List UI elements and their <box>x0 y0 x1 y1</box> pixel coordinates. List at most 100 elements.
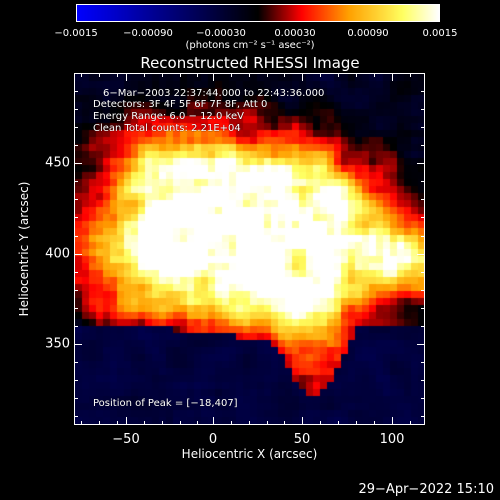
axis-tick <box>99 73 100 77</box>
rhessi-image <box>75 74 424 424</box>
x-tick-label: −50 <box>112 432 140 447</box>
axis-tick <box>74 236 78 237</box>
axis-tick <box>74 272 78 273</box>
axis-tick <box>180 421 181 425</box>
axis-tick <box>421 199 425 200</box>
axis-tick <box>74 326 78 327</box>
axis-tick <box>249 73 250 77</box>
colorbar-units: (photons cm⁻² s⁻¹ asec⁻²) <box>185 40 315 51</box>
peak-position-label: Position of Peak = [−18,407] <box>93 398 238 409</box>
colorbar-tick: −0.00090 <box>123 28 173 39</box>
axis-tick <box>421 308 425 309</box>
axis-tick <box>284 73 285 77</box>
axis-tick <box>74 398 78 399</box>
axis-tick <box>144 421 145 425</box>
axis-tick <box>392 73 393 81</box>
axis-tick <box>213 417 214 425</box>
axis-tick <box>302 417 303 425</box>
axis-tick <box>320 73 321 77</box>
axis-tick <box>421 416 425 417</box>
axis-tick <box>81 73 82 77</box>
y-tick-label: 450 <box>45 155 70 171</box>
axis-tick <box>267 421 268 425</box>
time-range-label: 6−Mar−2003 22:37:44.000 to 22:43:36.000 <box>103 88 325 99</box>
axis-tick <box>126 73 127 81</box>
axis-tick <box>74 109 78 110</box>
clean-counts-label: Clean Total counts: 2.21E+04 <box>93 123 241 134</box>
axis-tick <box>374 421 375 425</box>
axis-tick <box>417 163 425 164</box>
axis-tick <box>421 290 425 291</box>
axis-tick <box>421 362 425 363</box>
axis-tick <box>421 326 425 327</box>
axis-tick <box>421 217 425 218</box>
axis-tick <box>117 73 118 77</box>
axis-tick <box>421 127 425 128</box>
timestamp: 29−Apr−2022 15:10 <box>358 482 495 497</box>
axis-tick <box>74 344 82 345</box>
axis-tick <box>417 254 425 255</box>
x-tick-label: 0 <box>208 432 218 447</box>
axis-tick <box>74 127 78 128</box>
axis-tick <box>74 199 78 200</box>
rhessi-image-panel <box>74 73 425 425</box>
x-tick-label: 100 <box>379 432 405 447</box>
axis-tick <box>421 91 425 92</box>
axis-tick <box>421 236 425 237</box>
axis-tick <box>197 421 198 425</box>
colorbar-tick: −0.00030 <box>196 28 246 39</box>
axis-tick <box>74 91 78 92</box>
axis-tick <box>117 421 118 425</box>
x-axis-label: Heliocentric X (arcsec) <box>181 447 318 461</box>
axis-tick <box>338 73 339 77</box>
axis-tick <box>249 421 250 425</box>
axis-tick <box>197 73 198 77</box>
axis-tick <box>126 417 127 425</box>
colorbar-tick: −0.0015 <box>54 28 98 39</box>
axis-tick <box>74 380 78 381</box>
axis-tick <box>284 421 285 425</box>
colorbar-tick: 0.00090 <box>347 28 389 39</box>
axis-tick <box>74 217 78 218</box>
energy-range-label: Energy Range: 6.0 − 12.0 keV <box>93 111 244 122</box>
y-axis-label: Heliocentric Y (arcsec) <box>17 181 31 317</box>
colorbar-tick: 0.00030 <box>274 28 316 39</box>
axis-tick <box>320 421 321 425</box>
x-tick-label: 50 <box>293 432 311 447</box>
axis-tick <box>421 398 425 399</box>
axis-tick <box>231 73 232 77</box>
axis-tick <box>74 145 78 146</box>
axis-tick <box>180 73 181 77</box>
axis-tick <box>421 109 425 110</box>
image-title: Reconstructed RHESSI Image <box>140 54 360 72</box>
axis-tick <box>338 421 339 425</box>
axis-tick <box>162 421 163 425</box>
axis-tick <box>74 163 82 164</box>
axis-tick <box>421 145 425 146</box>
axis-tick <box>417 344 425 345</box>
axis-tick <box>231 421 232 425</box>
axis-tick <box>392 417 393 425</box>
axis-tick <box>74 290 78 291</box>
detectors-label: Detectors: 3F 4F 5F 6F 7F 8F, Att 0 <box>93 99 268 110</box>
axis-tick <box>267 73 268 77</box>
axis-tick <box>81 421 82 425</box>
axis-tick <box>144 73 145 77</box>
axis-tick <box>421 272 425 273</box>
axis-tick <box>74 181 78 182</box>
y-tick-label: 400 <box>45 246 70 262</box>
axis-tick <box>421 181 425 182</box>
axis-tick <box>410 421 411 425</box>
axis-tick <box>410 73 411 77</box>
axis-tick <box>356 73 357 77</box>
axis-tick <box>74 308 78 309</box>
axis-tick <box>374 73 375 77</box>
axis-tick <box>74 254 82 255</box>
axis-tick <box>74 416 78 417</box>
axis-tick <box>302 73 303 81</box>
axis-tick <box>356 421 357 425</box>
colorbar <box>76 4 440 22</box>
axis-tick <box>421 380 425 381</box>
colorbar-tick: 0.0015 <box>422 28 458 39</box>
axis-tick <box>99 421 100 425</box>
